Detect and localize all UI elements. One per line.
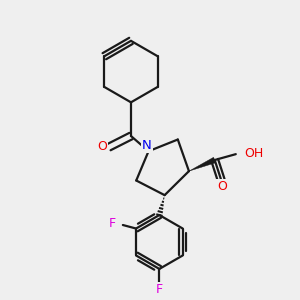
Text: OH: OH — [244, 147, 264, 160]
Text: F: F — [109, 217, 116, 230]
Text: F: F — [156, 283, 163, 296]
Text: N: N — [142, 140, 152, 152]
Text: O: O — [98, 140, 107, 153]
Text: O: O — [217, 180, 227, 193]
Polygon shape — [189, 157, 216, 171]
